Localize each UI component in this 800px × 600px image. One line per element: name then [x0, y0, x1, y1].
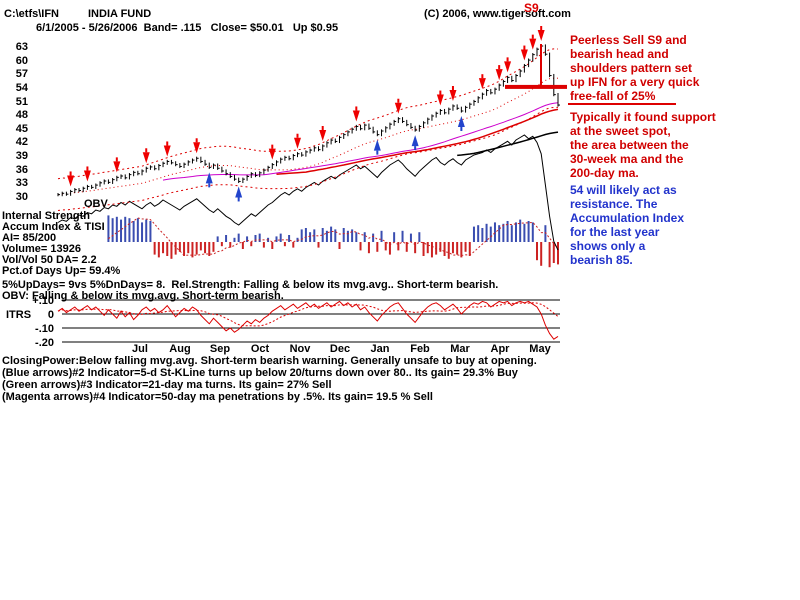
ai-value-label: AI= 85/200 — [2, 232, 57, 244]
rel-strength-status: 5%UpDays= 9vs 5%DnDays= 8. Rel.Strength:… — [2, 279, 499, 291]
price-tick-label: 54 — [15, 81, 28, 94]
annotation-sell-s9: Peerless Sell S9 and bearish head and sh… — [570, 33, 700, 103]
price-tick-label: 60 — [15, 54, 28, 67]
obv-label: OBV — [84, 198, 108, 210]
month-label: Mar — [450, 343, 470, 355]
price-tick-label: 36 — [15, 163, 28, 176]
price-tick-label: 33 — [15, 177, 28, 190]
price-tick-label: 30 — [15, 191, 28, 203]
month-label: Oct — [250, 343, 270, 355]
annotation-support: Typically it found support at the sweet … — [570, 110, 716, 180]
price-chart-canvas — [57, 26, 676, 343]
magenta-arrows-legend: (Magenta arrows)#4 Indicator=50-day ma p… — [2, 391, 433, 403]
itrs-tick-label: 0 — [47, 309, 54, 321]
green-arrows-legend: (Green arrows)#3 Indicator=21-day ma tur… — [2, 379, 332, 391]
itrs-tick-label: -.10 — [35, 323, 54, 335]
closing-power-status: ClosingPower:Below falling mvg.avg. Shor… — [2, 355, 537, 367]
blue-arrows-legend: (Blue arrows)#2 Indicator=5-d St-KLine t… — [2, 367, 518, 379]
month-label: Jul — [132, 343, 148, 355]
month-label: Sep — [209, 343, 231, 355]
accum-index-label: Accum Index & TISI — [2, 221, 105, 233]
itrs-label: ITRS — [6, 309, 32, 321]
price-tick-label: 63 — [15, 41, 28, 53]
fund-name: INDIA FUND — [88, 8, 152, 20]
price-tick-label: 51 — [15, 95, 28, 108]
obv-status: OBV: Falling & below its mvg.avg. Short-… — [2, 290, 284, 302]
price-tick-label: 39 — [15, 150, 28, 163]
internal-strength-label: Internal Strength — [2, 210, 91, 222]
date-range-line: 6/1/2005 - 5/26/2006 Band= .115 Close= $… — [36, 22, 339, 34]
price-tick-label: 42 — [15, 136, 28, 149]
vol-ratio-label: Vol/Vol 50 DA= 2.2 — [2, 254, 97, 266]
price-tick-label: 57 — [15, 68, 28, 81]
month-label: Nov — [289, 343, 311, 355]
itrs-tick-label: +.10 — [32, 295, 54, 307]
copyright-text: (C) 2006, www.tigersoft.com — [424, 8, 571, 20]
sell-signal-label: S9 — [524, 1, 539, 15]
month-label: Apr — [490, 343, 510, 355]
annotation-resistance: 54 will likely act as resistance. The Ac… — [570, 183, 685, 267]
price-tick-label: 45 — [15, 122, 28, 135]
month-label: Jan — [370, 343, 390, 355]
volume-label: Volume= 13926 — [2, 243, 81, 255]
itrs-tick-label: -.20 — [35, 337, 54, 349]
month-label: Dec — [329, 343, 351, 355]
file-path: C:\etfs\IFN — [4, 8, 59, 20]
month-label: Aug — [169, 343, 191, 355]
month-label: May — [529, 343, 551, 355]
pct-days-up-label: Pct.of Days Up= 59.4% — [2, 265, 121, 277]
month-label: Feb — [410, 343, 430, 355]
price-tick-label: 48 — [15, 109, 28, 122]
